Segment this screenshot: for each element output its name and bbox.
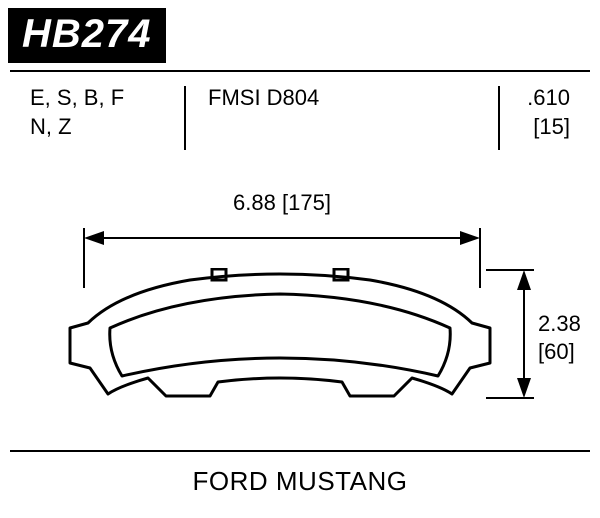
fmsi-text: FMSI D804 [208, 84, 438, 113]
fmsi-column: FMSI D804 [208, 84, 438, 113]
divider-top [10, 70, 590, 72]
height-dimension-label: 2.38 [60] [538, 310, 581, 365]
width-dimension-label: 6.88 [175] [82, 190, 482, 216]
vehicle-name: FORD MUSTANG [0, 466, 600, 497]
specs-row: E, S, B, F N, Z FMSI D804 .610 [15] [30, 84, 570, 150]
spec-divider-2 [498, 86, 500, 150]
compounds-line-1: E, S, B, F [30, 84, 180, 113]
spec-divider-1 [184, 86, 186, 150]
compounds-line-2: N, Z [30, 113, 180, 142]
brake-pad-outline [60, 268, 500, 408]
height-dimension-arrow [486, 260, 536, 410]
part-number-text: HB274 [22, 12, 152, 56]
thickness-text: .610 [15] [526, 84, 570, 141]
divider-bottom [10, 450, 590, 452]
part-number-badge: HB274 [8, 8, 166, 63]
compounds-column: E, S, B, F N, Z [30, 84, 180, 141]
thickness-column: .610 [15] [526, 84, 570, 141]
